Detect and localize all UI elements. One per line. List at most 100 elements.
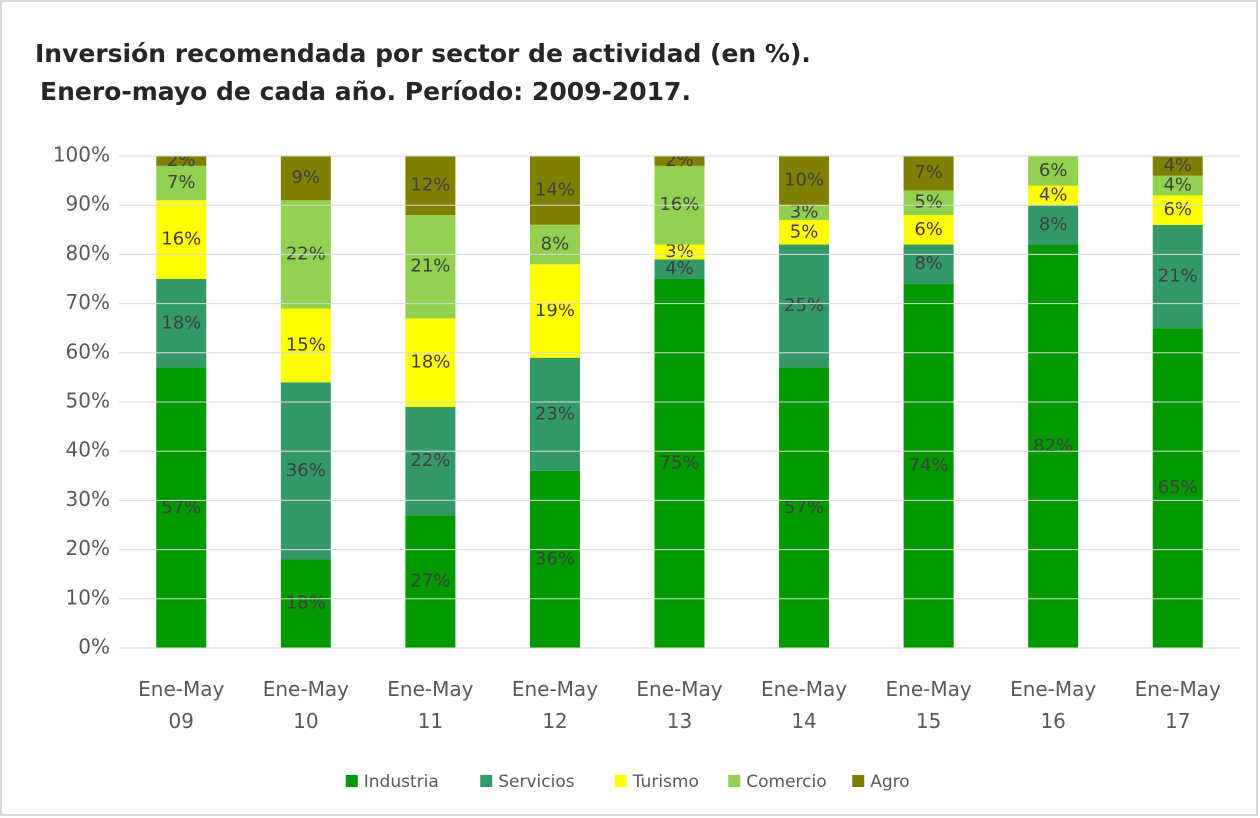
bar-segment [280, 308, 331, 383]
y-tick-label: 90% [66, 192, 110, 216]
bar-segment [1028, 156, 1079, 186]
bar-segment [1028, 205, 1079, 245]
bar-segment [1152, 328, 1203, 648]
bar-segment [779, 244, 830, 368]
bar-segment [156, 367, 207, 648]
bar-segment [529, 156, 580, 225]
x-tick-label: Ene-May 09 [138, 677, 224, 733]
bar-segment [529, 224, 580, 265]
bar-segment [280, 156, 331, 201]
bar-segment [654, 156, 705, 166]
legend-swatch [728, 775, 741, 787]
bar-segment [779, 367, 830, 648]
data-label: 57% [161, 497, 201, 518]
bar-segment [1152, 224, 1203, 329]
data-label: 3% [790, 202, 819, 223]
data-label: 18% [410, 352, 450, 373]
legend-label: Agro [870, 772, 909, 792]
data-label: 8% [914, 253, 943, 274]
data-label: 75% [659, 453, 699, 474]
y-tick-label: 10% [66, 585, 110, 609]
x-tick-label: Ene-May 17 [1135, 677, 1221, 733]
bars: 57%18%16%7%2%18%36%15%22%9%27%22%18%21%1… [156, 150, 1203, 648]
x-tick-label: Ene-May 11 [387, 677, 473, 733]
data-label: 57% [784, 497, 824, 518]
data-label: 3% [665, 241, 694, 262]
y-tick-label: 0% [78, 635, 110, 659]
bar-segment [903, 244, 954, 284]
bar-segment [405, 318, 456, 407]
data-label: 21% [1158, 266, 1198, 287]
bar-segment [779, 156, 830, 206]
bar-segment [1152, 175, 1203, 196]
y-tick-label: 30% [66, 487, 110, 511]
x-tick-label: Ene-May 10 [263, 677, 349, 733]
bar-segment [654, 259, 705, 279]
data-label: 18% [286, 593, 326, 614]
bar-segment [1152, 156, 1203, 176]
data-label: 27% [410, 571, 450, 592]
legend-label: Industria [364, 772, 439, 792]
data-label: 4% [1039, 184, 1068, 205]
chart-subtitle: Enero-mayo de cada año. Período: 2009-20… [40, 77, 691, 106]
data-label: 25% [784, 295, 824, 316]
data-label: 16% [161, 229, 201, 250]
data-label: 4% [1163, 175, 1192, 196]
bar-segment [654, 279, 705, 648]
bar-segment [903, 215, 954, 245]
y-tick-label: 70% [66, 290, 110, 314]
data-label: 8% [541, 234, 570, 255]
bar-segment [1028, 185, 1079, 206]
data-label: 7% [167, 172, 196, 193]
bar-segment [529, 264, 580, 358]
bar-segment [1028, 244, 1079, 648]
bar-segment [405, 406, 456, 516]
data-label: 22% [410, 450, 450, 471]
bar-segment [156, 165, 207, 201]
data-label: 8% [1039, 214, 1068, 235]
bar-segment [903, 156, 954, 191]
data-label: 12% [410, 175, 450, 196]
data-label: 36% [535, 548, 575, 569]
x-tick-label: Ene-May 14 [761, 677, 847, 733]
y-tick-label: 60% [66, 339, 110, 363]
x-tick-label: Ene-May 12 [512, 677, 598, 733]
legend-label: Servicios [498, 772, 574, 792]
data-label: 82% [1033, 435, 1073, 456]
chart-title: Inversión recomendada por sector de acti… [35, 39, 811, 68]
bar-segment [1152, 195, 1203, 225]
y-tick-label: 80% [66, 241, 110, 265]
data-label: 6% [1039, 160, 1068, 181]
data-label: 6% [914, 219, 943, 240]
bar-segment [156, 200, 207, 279]
data-label: 4% [1163, 155, 1192, 176]
legend-swatch [480, 775, 493, 787]
data-label: 18% [161, 312, 201, 333]
bar-segment [779, 205, 830, 220]
legend-swatch [614, 775, 627, 787]
legend-label: Comercio [746, 772, 826, 792]
data-label: 36% [286, 460, 326, 481]
data-label: 5% [914, 192, 943, 213]
data-label: 15% [286, 334, 326, 355]
bar-segment [529, 357, 580, 471]
bar-segment [654, 244, 705, 260]
data-label: 6% [1163, 199, 1192, 220]
y-tick-label: 100% [53, 143, 110, 167]
data-label: 2% [167, 150, 196, 171]
data-label: 10% [784, 170, 824, 191]
data-label: 2% [665, 150, 694, 171]
bar-segment [405, 215, 456, 319]
data-label: 21% [410, 256, 450, 277]
legend-label: Turismo [632, 772, 699, 792]
data-label: 7% [914, 162, 943, 183]
data-label: 9% [292, 167, 321, 188]
data-label: 74% [909, 455, 949, 476]
bar-segment [779, 219, 830, 245]
y-tick-label: 20% [66, 536, 110, 560]
x-tick-label: Ene-May 15 [886, 677, 972, 733]
y-tick-label: 50% [66, 389, 110, 413]
legend-swatch [852, 775, 865, 787]
